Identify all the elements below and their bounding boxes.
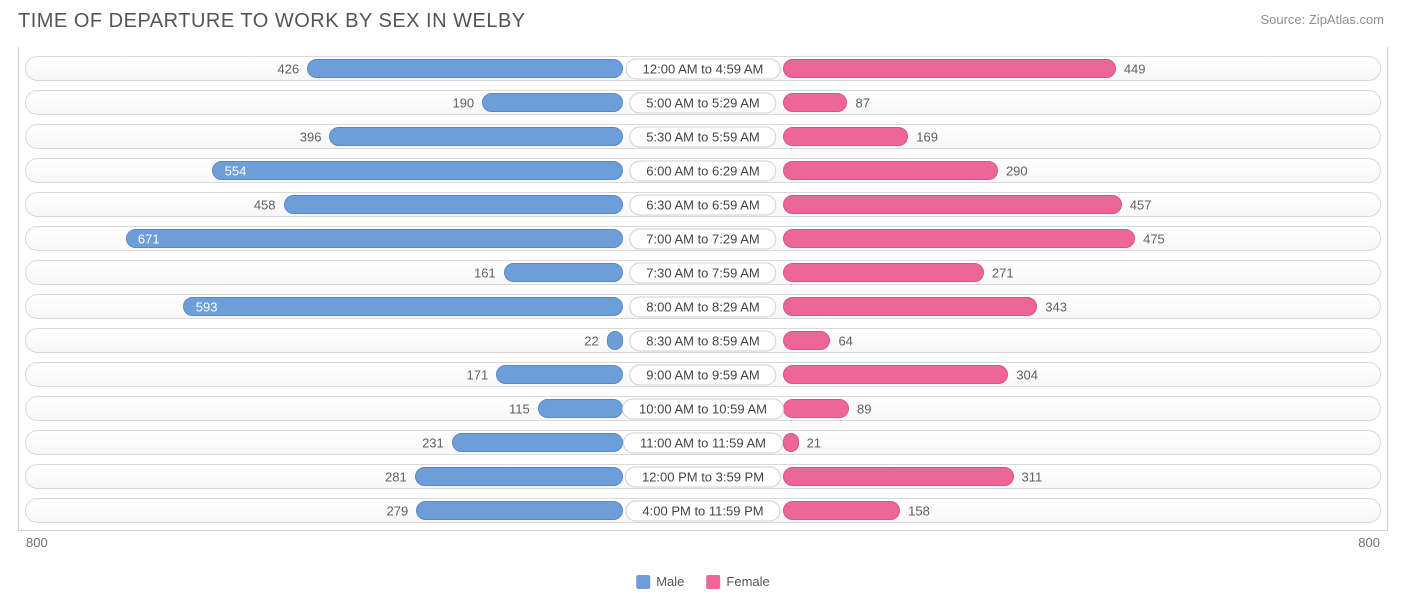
female-value: 87 [855, 95, 869, 110]
female-value: 89 [857, 401, 871, 416]
male-value: 161 [474, 265, 496, 280]
female-bar [783, 229, 1135, 248]
female-value: 290 [1006, 163, 1028, 178]
chart-row: 190 87 5:00 AM to 5:29 AM [25, 86, 1381, 119]
female-value: 475 [1143, 231, 1165, 246]
male-value: 171 [467, 367, 489, 382]
male-bar [183, 297, 623, 316]
legend: Male Female [636, 574, 770, 589]
female-bar [783, 161, 998, 180]
time-range-label: 6:30 AM to 6:59 AM [629, 194, 776, 215]
female-value: 343 [1045, 299, 1067, 314]
male-value: 396 [300, 129, 322, 144]
chart-row: 281 311 12:00 PM to 3:59 PM [25, 460, 1381, 493]
time-range-label: 10:00 AM to 10:59 AM [622, 398, 784, 419]
legend-male: Male [636, 574, 684, 589]
chart-row: 161 271 7:30 AM to 7:59 AM [25, 256, 1381, 289]
chart-row: 671 475 7:00 AM to 7:29 AM [25, 222, 1381, 255]
female-value: 64 [838, 333, 852, 348]
female-value: 457 [1130, 197, 1152, 212]
male-value: 593 [196, 299, 218, 314]
diverging-bar-chart: 426 449 12:00 AM to 4:59 AM 190 87 5:00 AM to… [18, 47, 1388, 531]
female-bar [783, 59, 1116, 78]
female-bar [783, 93, 847, 112]
chart-row: 593 343 8:00 AM to 8:29 AM [25, 290, 1381, 323]
time-range-label: 9:00 AM to 9:59 AM [629, 364, 776, 385]
female-value: 21 [807, 435, 821, 450]
male-bar [452, 433, 623, 452]
female-bar [783, 263, 984, 282]
male-value: 190 [452, 95, 474, 110]
time-range-label: 6:00 AM to 6:29 AM [629, 160, 776, 181]
male-value: 458 [254, 197, 276, 212]
time-range-label: 8:30 AM to 8:59 AM [629, 330, 776, 351]
male-value: 554 [225, 163, 247, 178]
male-value: 279 [387, 503, 409, 518]
female-bar [783, 365, 1008, 384]
male-bar [504, 263, 623, 282]
male-value: 426 [278, 61, 300, 76]
male-bar [482, 93, 623, 112]
female-bar [783, 501, 900, 520]
female-swatch [706, 575, 720, 589]
source-label: Source: ZipAtlas.com [1260, 12, 1384, 27]
chart-row: 115 89 10:00 AM to 10:59 AM [25, 392, 1381, 425]
male-value: 671 [138, 231, 160, 246]
time-range-label: 5:00 AM to 5:29 AM [629, 92, 776, 113]
male-bar [212, 161, 623, 180]
chart-title: TIME OF DEPARTURE TO WORK BY SEX IN WELB… [18, 10, 1388, 33]
chart-row: 554 290 6:00 AM to 6:29 AM [25, 154, 1381, 187]
female-value: 311 [1022, 469, 1043, 484]
chart-row: 279 158 4:00 PM to 11:59 PM [25, 494, 1381, 527]
chart-row: 22 64 8:30 AM to 8:59 AM [25, 324, 1381, 357]
female-bar [783, 331, 830, 350]
male-bar [538, 399, 623, 418]
legend-female-label: Female [726, 574, 769, 589]
female-value: 158 [908, 503, 930, 518]
male-value: 22 [584, 333, 598, 348]
time-range-label: 11:00 AM to 11:59 AM [623, 432, 783, 453]
male-value: 115 [509, 401, 530, 416]
female-bar [783, 127, 908, 146]
female-value: 271 [992, 265, 1014, 280]
axis-left-max: 800 [26, 535, 48, 550]
female-bar [783, 399, 849, 418]
male-bar [416, 501, 623, 520]
male-swatch [636, 575, 650, 589]
male-bar [415, 467, 623, 486]
female-bar [783, 433, 799, 452]
time-range-label: 7:30 AM to 7:59 AM [629, 262, 776, 283]
chart-row: 231 21 11:00 AM to 11:59 AM [25, 426, 1381, 459]
female-bar [783, 297, 1037, 316]
legend-male-label: Male [656, 574, 684, 589]
chart-row: 396 169 5:30 AM to 5:59 AM [25, 120, 1381, 153]
male-bar [496, 365, 623, 384]
chart-row: 171 304 9:00 AM to 9:59 AM [25, 358, 1381, 391]
female-value: 449 [1124, 61, 1146, 76]
chart-row: 426 449 12:00 AM to 4:59 AM [25, 52, 1381, 85]
time-range-label: 4:00 PM to 11:59 PM [625, 500, 780, 521]
time-range-label: 12:00 PM to 3:59 PM [625, 466, 781, 487]
male-bar [329, 127, 623, 146]
female-bar [783, 467, 1014, 486]
legend-female: Female [706, 574, 769, 589]
female-value: 304 [1016, 367, 1038, 382]
time-range-label: 7:00 AM to 7:29 AM [629, 228, 776, 249]
male-bar [307, 59, 623, 78]
female-value: 169 [916, 129, 938, 144]
time-range-label: 12:00 AM to 4:59 AM [626, 58, 781, 79]
x-axis: 800 800 [18, 535, 1388, 550]
male-bar [607, 331, 623, 350]
male-bar [284, 195, 623, 214]
chart-row: 458 457 6:30 AM to 6:59 AM [25, 188, 1381, 221]
male-value: 231 [422, 435, 444, 450]
time-range-label: 5:30 AM to 5:59 AM [629, 126, 776, 147]
male-bar [126, 229, 623, 248]
female-bar [783, 195, 1122, 214]
time-range-label: 8:00 AM to 8:29 AM [629, 296, 776, 317]
axis-right-max: 800 [1358, 535, 1380, 550]
male-value: 281 [385, 469, 407, 484]
